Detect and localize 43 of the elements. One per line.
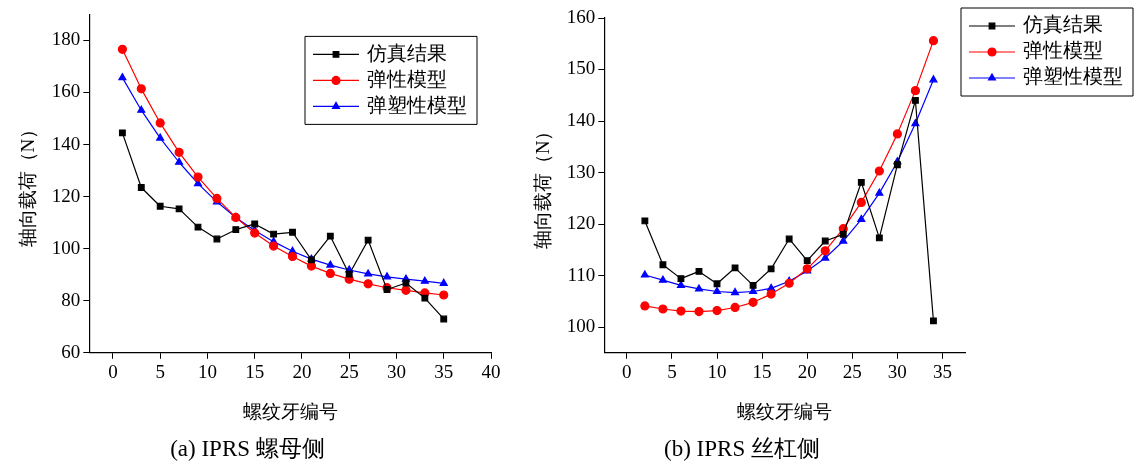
x-tick-label: 10 [707, 361, 727, 383]
legend-label: 弹性模型 [367, 67, 447, 90]
x-tick-label: 10 [197, 361, 217, 383]
x-tick-label: 5 [667, 361, 677, 383]
x-tick-label: 35 [434, 361, 454, 383]
y-tick-label: 140 [51, 132, 81, 154]
legend-label: 弹塑性模型 [1023, 65, 1123, 88]
x-axis-title: 螺纹牙编号 [242, 400, 338, 422]
text: (a) IPRS 螺母侧 [170, 436, 325, 462]
y-tick-label: 150 [566, 57, 596, 79]
legend-label: 弹性模型 [1023, 39, 1103, 62]
x-tick-label: 25 [842, 361, 862, 383]
y-tick-label: 140 [566, 109, 596, 130]
y-tick-label: 100 [566, 315, 596, 337]
y-tick-label: 100 [51, 236, 81, 258]
y-tick-label: 120 [51, 184, 81, 206]
y-tick-label: 110 [567, 263, 596, 285]
x-tick-label: 0 [108, 361, 118, 383]
x-tick-label: 30 [887, 361, 907, 383]
x-tick-label: 40 [481, 361, 501, 383]
legend-label: 仿真结果 [1022, 13, 1103, 36]
y-tick-label: 60 [61, 340, 81, 362]
x-tick-label: 25 [339, 361, 359, 383]
y-axis-title: 轴向载荷（N） [17, 119, 39, 248]
x-tick-label: 5 [155, 361, 165, 383]
x-tick-label: 35 [932, 361, 952, 383]
x-tick-label: 20 [292, 361, 312, 383]
legend-label: 弹塑性模型 [367, 93, 467, 116]
x-tick-label: 20 [797, 361, 817, 383]
text: (b) IPRS 丝杠侧 [664, 436, 820, 462]
y-tick-label: 160 [51, 80, 81, 102]
y-tick-label: 160 [566, 5, 596, 27]
y-tick-label: 130 [566, 160, 596, 182]
x-axis-title: 螺纹牙编号 [737, 400, 833, 422]
y-tick-label: 120 [566, 212, 596, 234]
y-tick-label: 180 [51, 28, 81, 50]
y-axis-title: 轴向载荷（N） [532, 121, 554, 250]
x-tick-label: 30 [386, 361, 406, 383]
x-tick-label: 15 [245, 361, 265, 383]
x-tick-label: 0 [622, 361, 632, 383]
y-tick-label: 80 [61, 288, 81, 310]
x-tick-label: 15 [752, 361, 772, 383]
legend-label: 仿真结果 [366, 41, 447, 64]
